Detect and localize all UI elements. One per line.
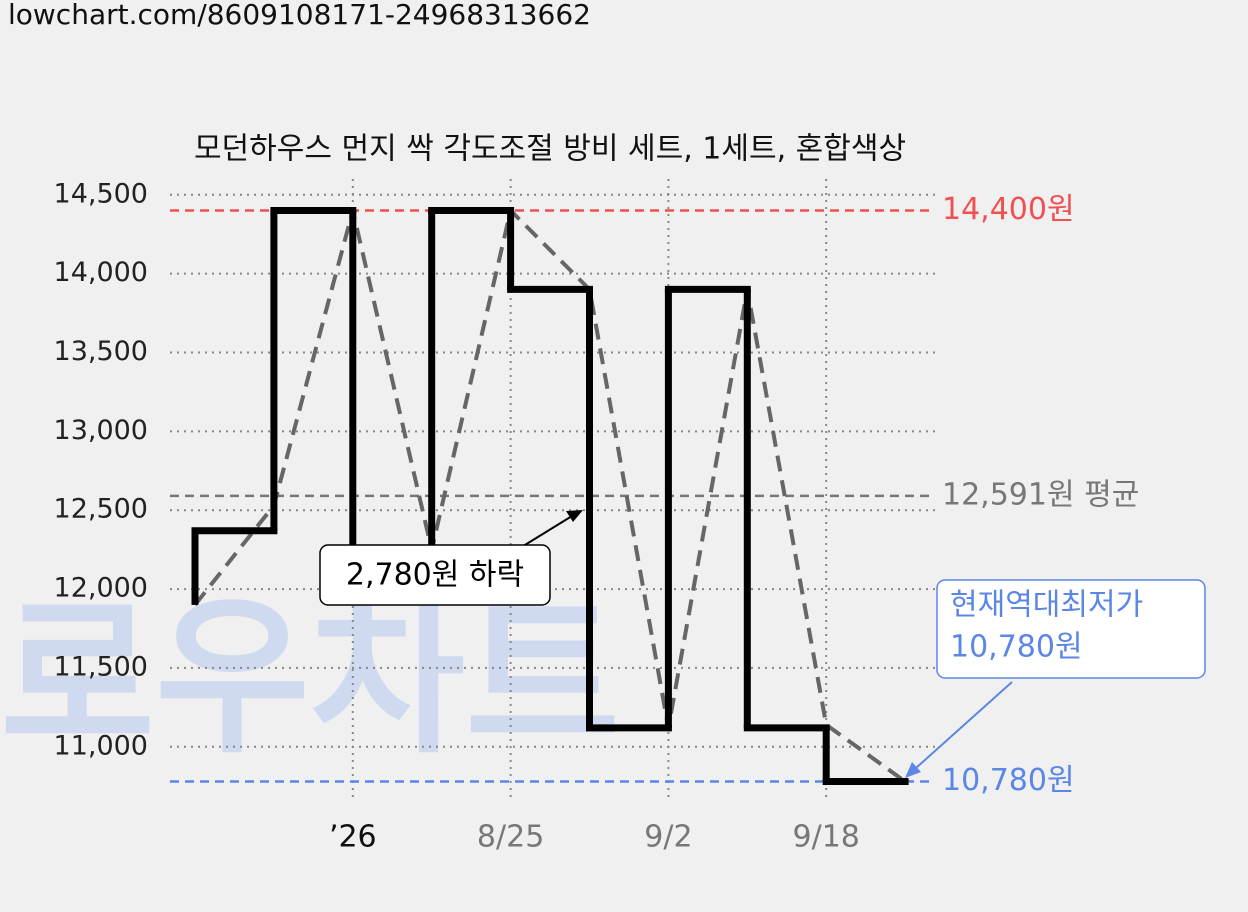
chart-title: 모던하우스 먼지 싹 각도조절 방비 세트, 1세트, 혼합색상 — [194, 132, 906, 167]
page-url: lowchart.com/8609108171-24968313662 — [8, 0, 591, 31]
y-tick-label: 14,500 — [54, 178, 148, 209]
reference-label: 14,400원 — [942, 192, 1075, 227]
trend-line — [193, 206, 907, 784]
y-tick-label: 11,000 — [54, 730, 148, 761]
x-tick-label: ’26 — [329, 820, 377, 855]
annotation-box — [319, 544, 551, 606]
watermark: 로우차트 — [0, 579, 620, 777]
annotation-text: 2,780원 하락 — [346, 558, 524, 593]
reference-label: 12,591원 평균 — [942, 477, 1139, 512]
x-tick-label: 8/25 — [477, 820, 544, 855]
y-tick-label: 14,000 — [54, 257, 148, 288]
annotation-box — [936, 579, 1206, 679]
annotation-arrowhead — [566, 510, 583, 522]
step-connector — [191, 210, 830, 782]
annotation-text: 현재역대최저가 — [950, 588, 1143, 623]
y-tick-label: 11,500 — [54, 651, 148, 682]
y-tick-label: 13,500 — [54, 336, 148, 367]
annotation-arrow — [915, 681, 1013, 769]
annotation-arrow — [519, 515, 573, 549]
y-tick-label: 12,000 — [54, 573, 148, 604]
x-tick-label: 9/18 — [793, 820, 860, 855]
annotation-arrowhead — [905, 762, 921, 778]
x-tick-label: 9/2 — [644, 820, 692, 855]
y-tick-label: 12,500 — [54, 494, 148, 525]
reference-label: 10,780원 — [942, 763, 1075, 798]
annotation-text: 10,780원 — [950, 630, 1083, 665]
y-tick-label: 13,000 — [54, 415, 148, 446]
